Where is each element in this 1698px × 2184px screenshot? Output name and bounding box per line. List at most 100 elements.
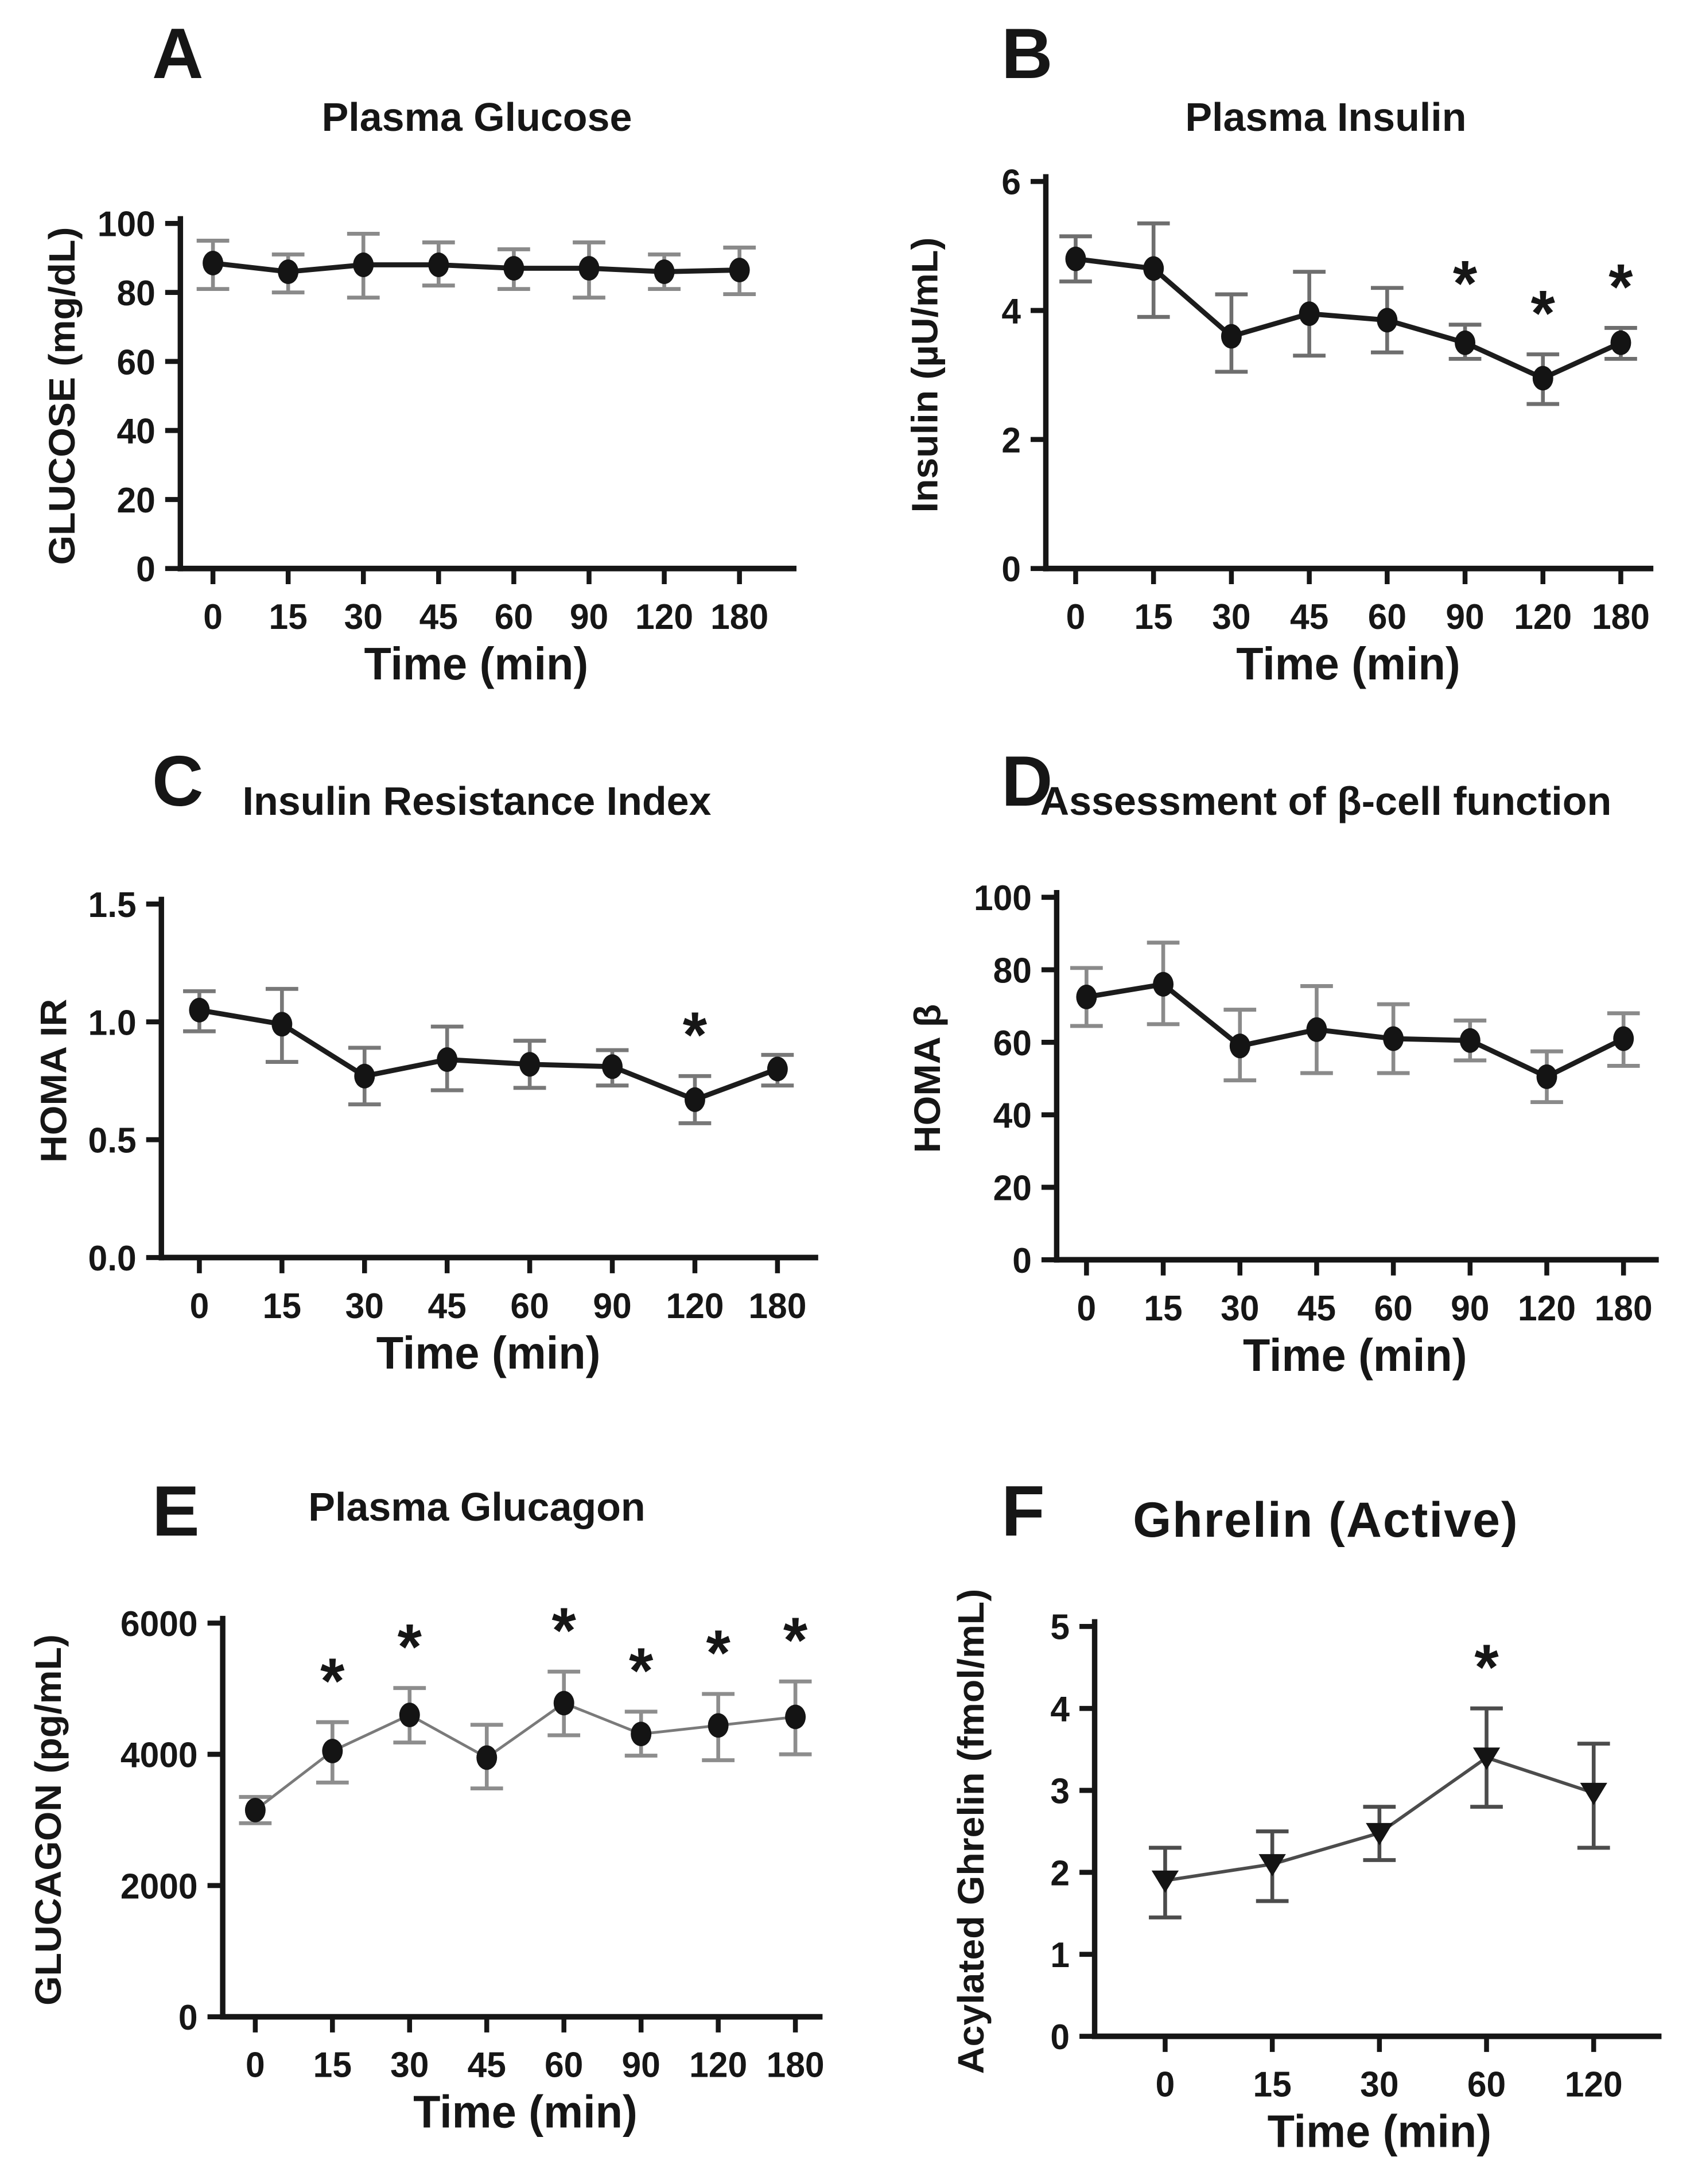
panel-letter: B (1001, 14, 1053, 94)
axes (1054, 889, 1659, 1263)
svg-text:30: 30 (345, 1286, 384, 1326)
svg-text:3: 3 (1050, 1771, 1070, 1812)
y-axis-ticks: 0 20 40 60 80 100 (98, 204, 181, 589)
data-markers (189, 997, 788, 1112)
svg-text:60: 60 (1467, 2065, 1506, 2105)
svg-text:15: 15 (1134, 597, 1173, 637)
panel-f-ghrelin: F Ghrelin (Active) 0 1 2 3 4 5 0 15 30 60 120 Time … (872, 1467, 1675, 2175)
significance-asterisks: * * * * * * (320, 1595, 807, 1717)
svg-text:30: 30 (1212, 597, 1250, 637)
x-axis-label: Time (min) (1243, 1330, 1467, 1381)
svg-text:0: 0 (1077, 1288, 1097, 1328)
svg-text:6000: 6000 (121, 1604, 198, 1644)
svg-text:*: * (783, 1605, 807, 1677)
y-axis-label: HOMA IR (33, 999, 75, 1163)
svg-text:0.0: 0.0 (88, 1238, 137, 1278)
axes (177, 216, 796, 572)
panel-title: Plasma Insulin (1185, 95, 1467, 139)
svg-text:80: 80 (993, 951, 1032, 991)
panel-letter: D (1001, 742, 1053, 821)
svg-text:0: 0 (1050, 2017, 1070, 2057)
significance-asterisks: * * * (1453, 248, 1633, 349)
svg-text:*: * (552, 1595, 576, 1667)
data-line (1075, 256, 1622, 381)
svg-text:90: 90 (621, 2045, 660, 2085)
svg-text:90: 90 (1451, 1288, 1489, 1328)
svg-text:*: * (1608, 251, 1633, 323)
svg-text:100: 100 (98, 204, 156, 244)
svg-text:15: 15 (1253, 2065, 1291, 2105)
glucagon-chart: 0 2000 4000 6000 0 15 30 45 60 90 120 180 Time (min)… (28, 1595, 825, 2138)
svg-text:15: 15 (269, 597, 307, 637)
plasma-glucose-chart: 0 20 40 60 80 100 0 15 30 45 60 90 120 180 Time (min) G… (41, 204, 796, 689)
panel-letter: A (152, 14, 204, 94)
data-line (212, 261, 740, 274)
svg-text:60: 60 (1368, 597, 1406, 637)
svg-text:*: * (1474, 1632, 1498, 1704)
panel-d-beta-cell-function: D Assessment of β-cell function 0 20 40 60 8… (872, 737, 1675, 1448)
svg-text:2: 2 (1001, 420, 1021, 460)
panel-b-plasma-insulin: B Plasma Insulin 0 2 4 6 0 15 30 45 60 90 120 180 Ti… (872, 9, 1675, 718)
homa-ir-chart: 0.0 0.5 1.0 1.5 0 15 30 45 60 90 120 180 Time (min) H… (33, 885, 818, 1378)
svg-text:40: 40 (116, 411, 155, 452)
svg-text:4000: 4000 (121, 1735, 198, 1775)
error-bars (1149, 1706, 1610, 1919)
svg-text:15: 15 (1144, 1288, 1182, 1328)
svg-text:*: * (1531, 278, 1555, 349)
y-axis-ticks: 0 2 4 6 (1001, 162, 1046, 589)
y-axis-label: HOMA β (907, 1004, 948, 1153)
panel-a-plasma-glucose: A Plasma Glucose 0 20 40 60 80 100 0 15 30 45 60 90… (23, 9, 826, 718)
significance-asterisks: * (1474, 1632, 1498, 1704)
x-axis-ticks: 0 15 30 45 60 90 120 180 (190, 1257, 806, 1326)
svg-text:15: 15 (313, 2045, 352, 2085)
x-axis-label: Time (min) (364, 638, 589, 689)
axes (1043, 174, 1654, 572)
svg-text:120: 120 (689, 2045, 747, 2085)
panel-c-insulin-resistance: C Insulin Resistance Index 0.0 0.5 1.0 1.5 0… (23, 737, 826, 1448)
svg-text:6: 6 (1001, 162, 1021, 203)
svg-text:120: 120 (1565, 2065, 1623, 2105)
axes (1091, 1619, 1662, 2039)
svg-text:45: 45 (468, 2045, 506, 2085)
svg-text:20: 20 (993, 1168, 1032, 1208)
x-axis-ticks: 0 15 30 45 60 90 120 180 (246, 2016, 825, 2085)
x-axis-label: Time (min) (413, 2086, 638, 2137)
y-axis-label: Insulin (µU/mL) (904, 238, 945, 513)
x-axis-label: Time (min) (376, 1327, 601, 1378)
svg-text:5: 5 (1050, 1607, 1070, 1647)
svg-text:*: * (629, 1635, 653, 1707)
data-line (199, 1007, 779, 1102)
svg-text:60: 60 (510, 1286, 549, 1326)
svg-text:30: 30 (1360, 2065, 1398, 2105)
panel-letter: E (152, 1472, 200, 1551)
svg-text:40: 40 (993, 1095, 1032, 1136)
svg-text:0: 0 (1066, 597, 1086, 637)
svg-text:0: 0 (1012, 1241, 1032, 1281)
svg-text:30: 30 (1221, 1288, 1259, 1328)
svg-text:100: 100 (974, 878, 1032, 918)
svg-text:0: 0 (1156, 2065, 1175, 2105)
svg-text:0: 0 (190, 1286, 209, 1326)
y-axis-ticks: 0 2000 4000 6000 (121, 1604, 223, 2038)
x-axis-ticks: 0 15 30 60 120 (1156, 2036, 1623, 2105)
svg-text:0: 0 (246, 2045, 265, 2085)
panel-title: Insulin Resistance Index (242, 779, 712, 823)
svg-text:1: 1 (1050, 1935, 1070, 1975)
panel-letter: F (1001, 1472, 1045, 1551)
data-line (254, 1701, 796, 1812)
svg-text:1.0: 1.0 (88, 1002, 137, 1043)
data-markers (1151, 1747, 1607, 1893)
svg-text:20: 20 (116, 480, 155, 520)
svg-text:30: 30 (390, 2045, 429, 2085)
svg-text:180: 180 (748, 1286, 806, 1326)
x-axis-label: Time (min) (1236, 638, 1460, 689)
ghrelin-chart: 0 1 2 3 4 5 0 15 30 60 120 Time (min) Acylated Ghrel… (950, 1589, 1662, 2157)
svg-text:60: 60 (495, 597, 533, 637)
svg-text:4: 4 (1050, 1689, 1070, 1730)
svg-text:60: 60 (545, 2045, 583, 2085)
svg-text:45: 45 (419, 597, 458, 637)
svg-text:*: * (683, 999, 707, 1071)
svg-text:4: 4 (1001, 292, 1021, 332)
svg-text:180: 180 (1595, 1288, 1653, 1328)
panel-letter: C (152, 742, 204, 821)
